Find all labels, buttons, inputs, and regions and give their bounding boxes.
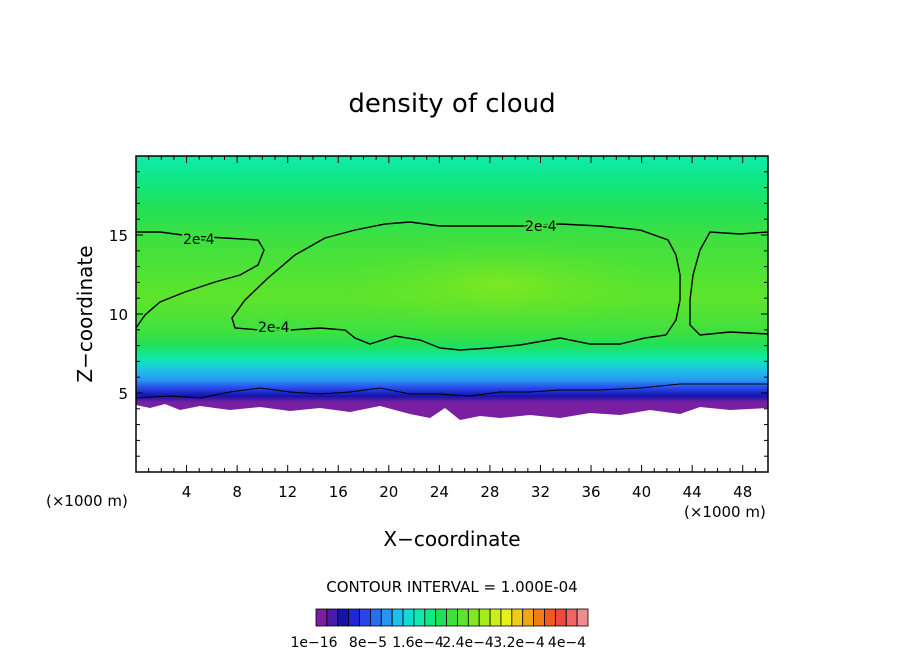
x-tick-label: 16 — [329, 483, 348, 501]
x-tick-label: 48 — [733, 483, 752, 501]
x-unit-left: (×1000 m) — [46, 492, 128, 510]
colorbar-tick-label: 8e−5 — [349, 635, 387, 651]
colorbar-swatch — [457, 608, 469, 627]
cloud-base-edge — [136, 404, 768, 472]
colorbar-swatch — [413, 608, 426, 627]
colorbar-swatch — [565, 608, 578, 627]
colorbar — [315, 608, 589, 627]
contour-field — [136, 156, 768, 472]
chart-title: density of cloud — [348, 89, 555, 119]
colorbar-tick-label: 3.2e−4 — [493, 635, 545, 651]
contour-label-1: 2e-4 — [183, 232, 215, 248]
colorbar-tick-label: 4e−4 — [548, 635, 586, 651]
x-tick-label: 8 — [232, 483, 242, 501]
x-tick-label: 40 — [632, 483, 651, 501]
colorbar-swatch — [315, 608, 328, 627]
contour-label-group: 2e-4 2e-4 2e-4 — [181, 217, 559, 338]
contour-right-cell — [689, 231, 768, 336]
cloud-core — [330, 240, 670, 330]
colorbar-swatch — [511, 608, 524, 627]
x-axis: 4 8 12 16 20 24 28 32 36 40 44 48 — [148, 156, 756, 501]
y-tick-label: 15 — [109, 227, 128, 245]
colorbar-swatch — [380, 608, 393, 627]
colorbar-swatch — [348, 608, 360, 627]
colorbar-swatch — [424, 608, 437, 627]
colorbar-tick-labels: 1e−16 8e−5 1.6e−42.4e−4 3.2e−4 4e−4 — [290, 635, 586, 651]
colorbar-swatch — [337, 608, 350, 627]
colorbar-swatch — [467, 608, 480, 627]
colorbar-swatch — [576, 608, 589, 627]
colorbar-swatch — [359, 608, 371, 627]
x-tick-label: 28 — [480, 483, 499, 501]
colorbar-swatch — [391, 608, 404, 627]
contour-label-2: 2e-4 — [258, 320, 290, 336]
colorbar-tick-label: 2.4e−4 — [442, 635, 494, 651]
x-unit-right: (×1000 m) — [684, 503, 766, 521]
contour-interval-text: CONTOUR INTERVAL = 1.000E-04 — [326, 578, 577, 596]
contour-lower-band — [136, 383, 768, 399]
colorbar-tick-label: 1e−16 — [290, 635, 337, 651]
colorbar-swatch — [402, 608, 415, 627]
colorbar-swatch — [500, 608, 513, 627]
colorbar-swatch — [369, 608, 382, 627]
x-tick-label: 12 — [278, 483, 297, 501]
colorbar-swatch — [435, 608, 447, 627]
contour-main-cell — [231, 221, 681, 351]
colorbar-swatch — [446, 608, 458, 627]
contour-label-3: 2e-4 — [525, 219, 557, 235]
x-axis-label: X−coordinate — [383, 527, 520, 551]
colorbar-swatch — [533, 608, 545, 627]
x-tick-label: 36 — [581, 483, 600, 501]
x-tick-label: 32 — [531, 483, 550, 501]
colorbar-swatch — [544, 608, 556, 627]
x-tick-label: 4 — [182, 483, 192, 501]
y-axis: 5 10 15 — [109, 171, 768, 457]
x-tick-label: 24 — [430, 483, 449, 501]
y-tick-label: 5 — [118, 385, 128, 403]
x-tick-label: 44 — [683, 483, 702, 501]
contour-lines — [136, 221, 768, 399]
x-tick-label: 20 — [379, 483, 398, 501]
colorbar-tick-label: 1.6e−4 — [392, 635, 444, 651]
colorbar-swatch — [326, 608, 339, 627]
y-tick-label: 10 — [109, 306, 128, 324]
colorbar-swatch — [478, 608, 491, 627]
contour-left-lobe — [136, 231, 265, 329]
colorbar-swatch — [489, 608, 502, 627]
colorbar-swatch — [522, 608, 534, 627]
y-axis-label: Z−coordinate — [73, 245, 97, 382]
colorbar-swatch — [554, 608, 567, 627]
